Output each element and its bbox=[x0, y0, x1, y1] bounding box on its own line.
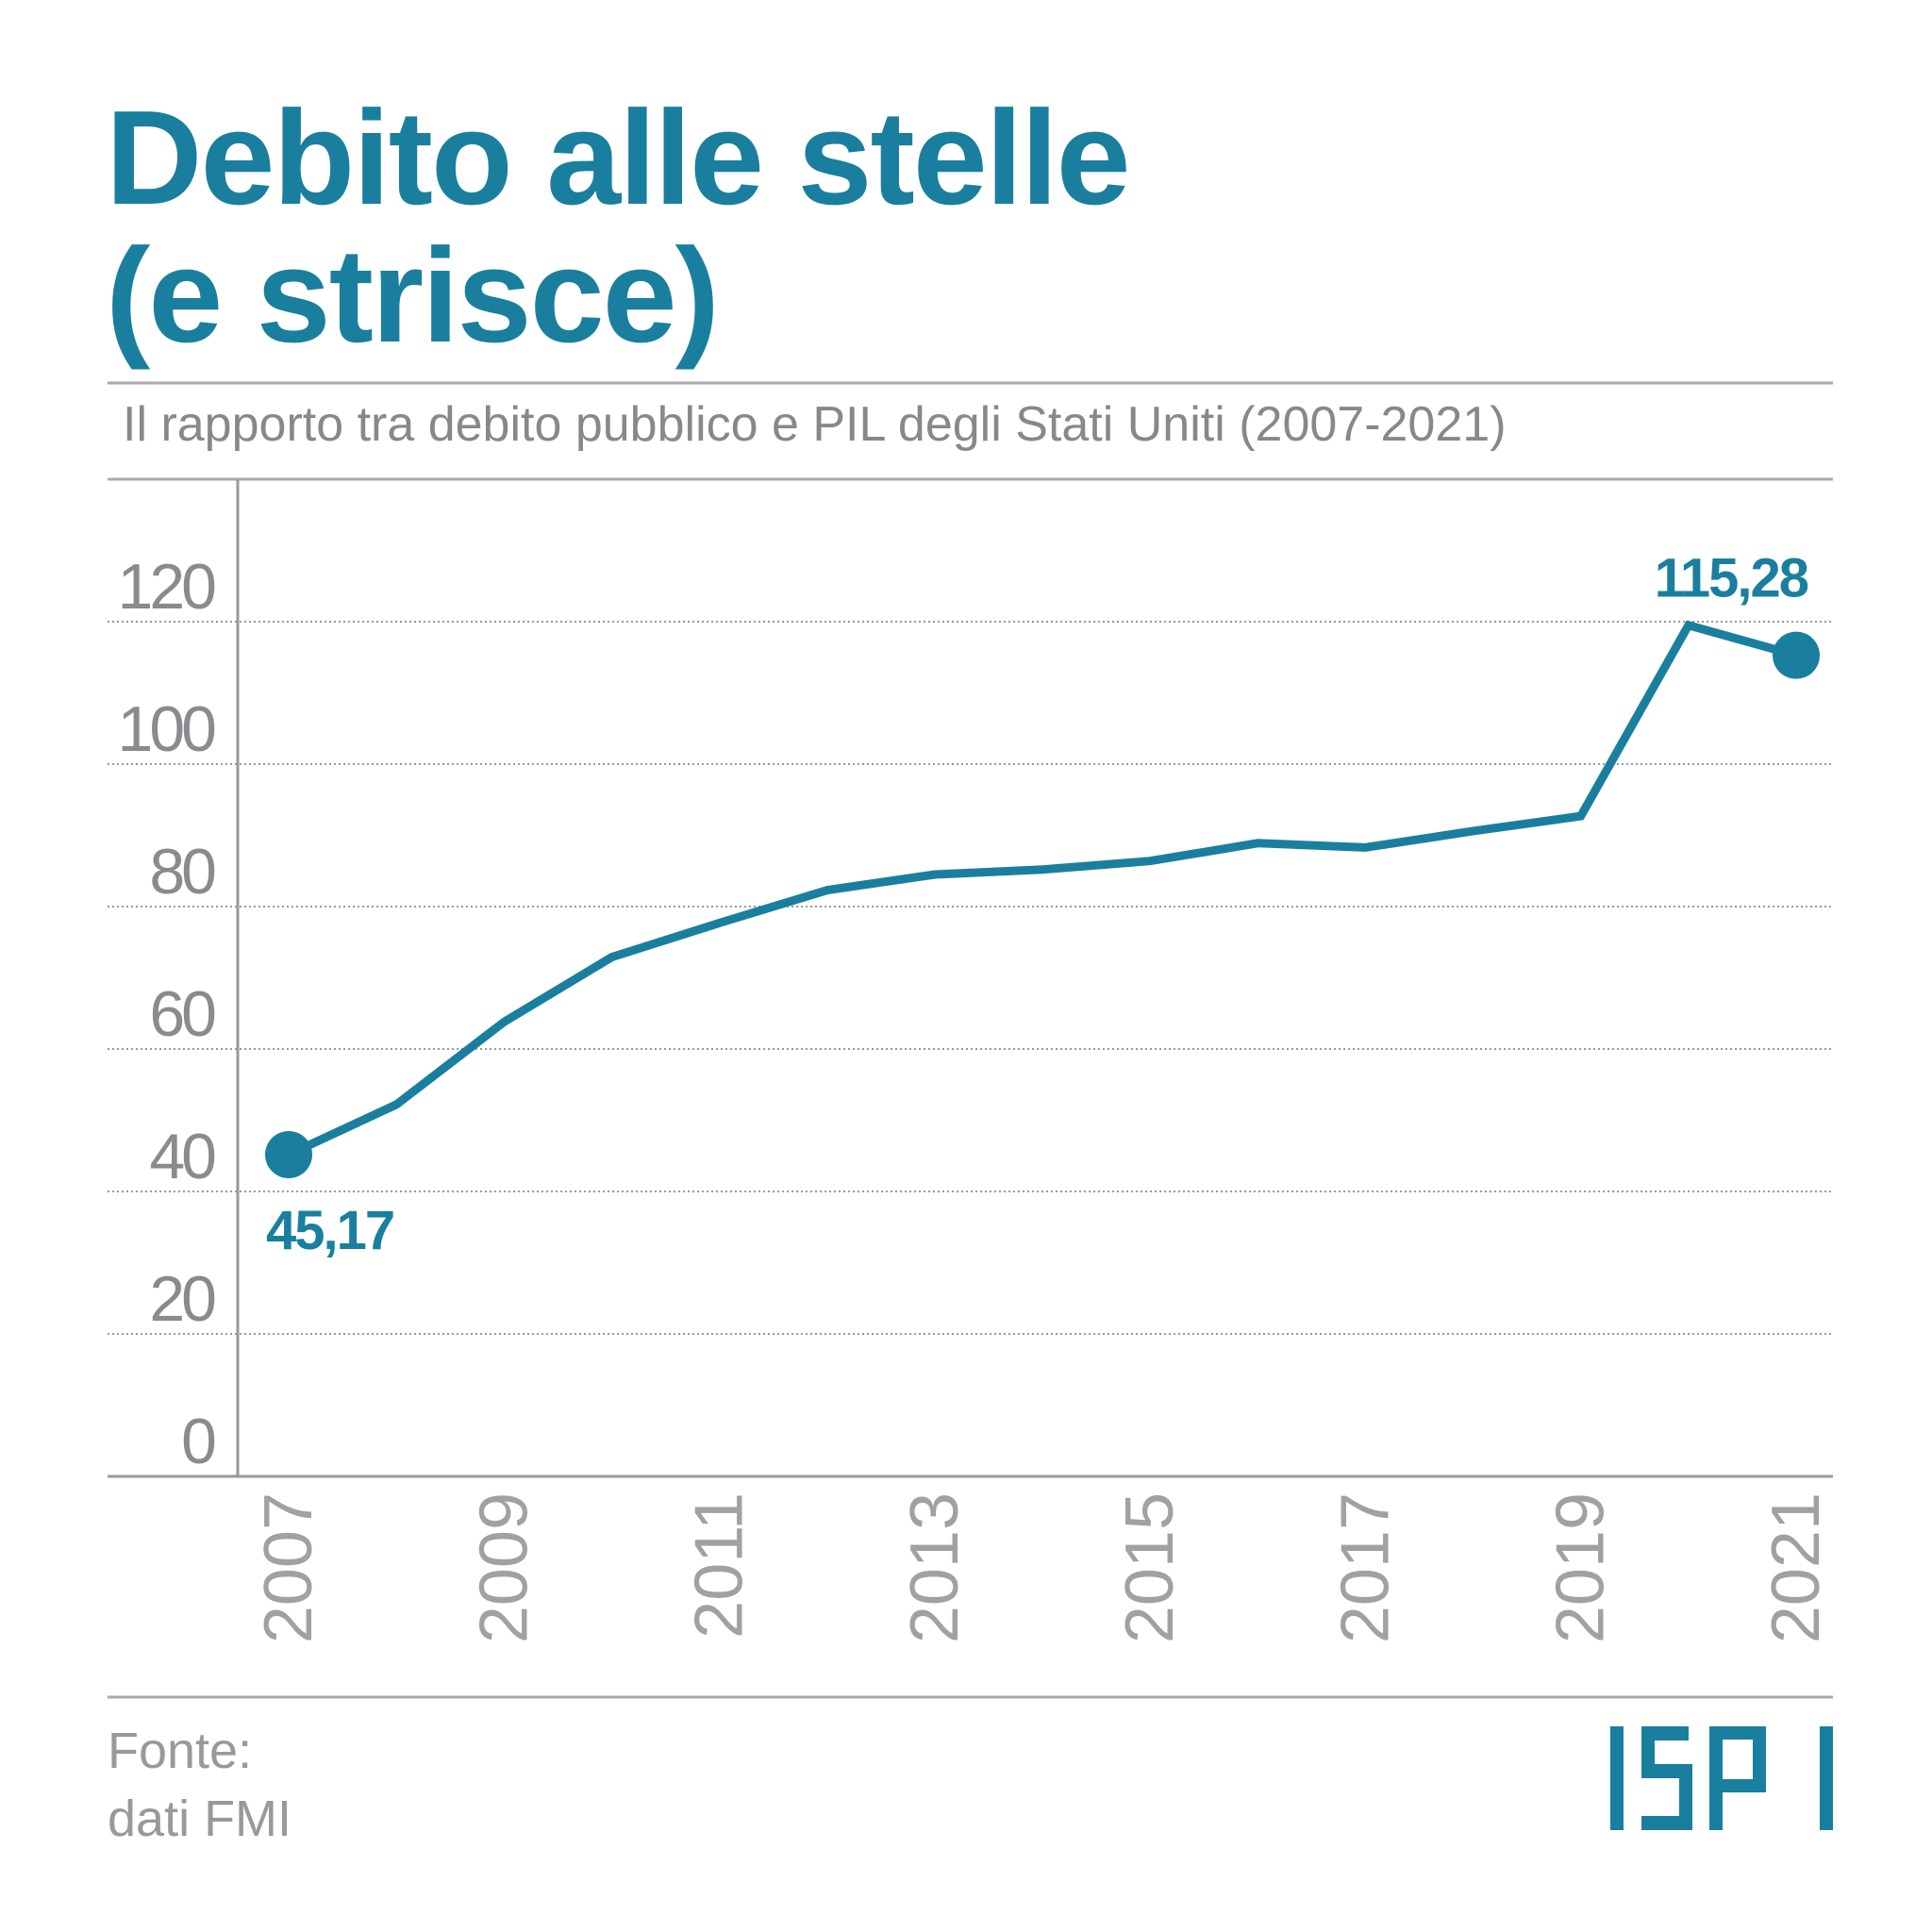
source-note: Fonte: dati FMI bbox=[108, 1717, 291, 1853]
y-tick-label: 100 bbox=[118, 693, 216, 765]
data-point-2014 bbox=[1039, 865, 1046, 874]
title-line-2: (e strisce) bbox=[106, 221, 720, 371]
data-point-2008 bbox=[392, 1100, 401, 1108]
x-tick-label: 2015 bbox=[1112, 1492, 1188, 1643]
data-label-2007: 45,17 bbox=[266, 1200, 393, 1261]
title-line-1: Debito alle stelle bbox=[106, 83, 1131, 233]
data-point-2015 bbox=[1146, 857, 1155, 865]
x-tick-label: 2013 bbox=[897, 1492, 973, 1643]
data-point-2019 bbox=[1576, 812, 1585, 821]
y-tick-label: 120 bbox=[118, 551, 216, 623]
y-tick-label: 0 bbox=[181, 1406, 215, 1477]
y-tick-label: 60 bbox=[149, 978, 215, 1050]
y-tick-label: 80 bbox=[149, 836, 215, 908]
data-point-2018 bbox=[1469, 826, 1477, 835]
data-label-2021: 115,28 bbox=[1655, 548, 1808, 609]
x-tick-label: 2017 bbox=[1327, 1492, 1403, 1643]
x-tick-label: 2009 bbox=[466, 1492, 541, 1643]
data-point-2017 bbox=[1361, 843, 1370, 852]
data-point-2011 bbox=[715, 919, 724, 927]
source-label: Fonte: bbox=[108, 1723, 253, 1779]
data-point-2012 bbox=[823, 886, 831, 894]
data-point-2009 bbox=[500, 1018, 508, 1026]
data-point-2007 bbox=[265, 1130, 312, 1178]
data-point-2013 bbox=[930, 871, 939, 879]
x-tick-label: 2011 bbox=[682, 1492, 758, 1639]
chart-title: Debito alle stelle (e strisce) bbox=[106, 90, 1131, 365]
chart-subtitle: Il rapporto tra debito pubblico e PIL de… bbox=[123, 397, 1507, 452]
x-tick-label: 2021 bbox=[1758, 1492, 1834, 1643]
data-point-2016 bbox=[1254, 839, 1262, 847]
data-point-2021 bbox=[1773, 631, 1820, 679]
ispi-logo bbox=[1610, 1726, 1833, 1830]
x-tick-label: 2007 bbox=[251, 1492, 326, 1643]
source-value: dati FMI bbox=[108, 1790, 292, 1847]
series-line bbox=[287, 620, 1798, 1159]
data-point-2010 bbox=[608, 953, 616, 961]
x-tick-label: 2019 bbox=[1543, 1492, 1619, 1643]
y-tick-label: 40 bbox=[149, 1121, 215, 1192]
data-point-2020 bbox=[1684, 621, 1692, 629]
y-tick-label: 20 bbox=[149, 1263, 215, 1335]
